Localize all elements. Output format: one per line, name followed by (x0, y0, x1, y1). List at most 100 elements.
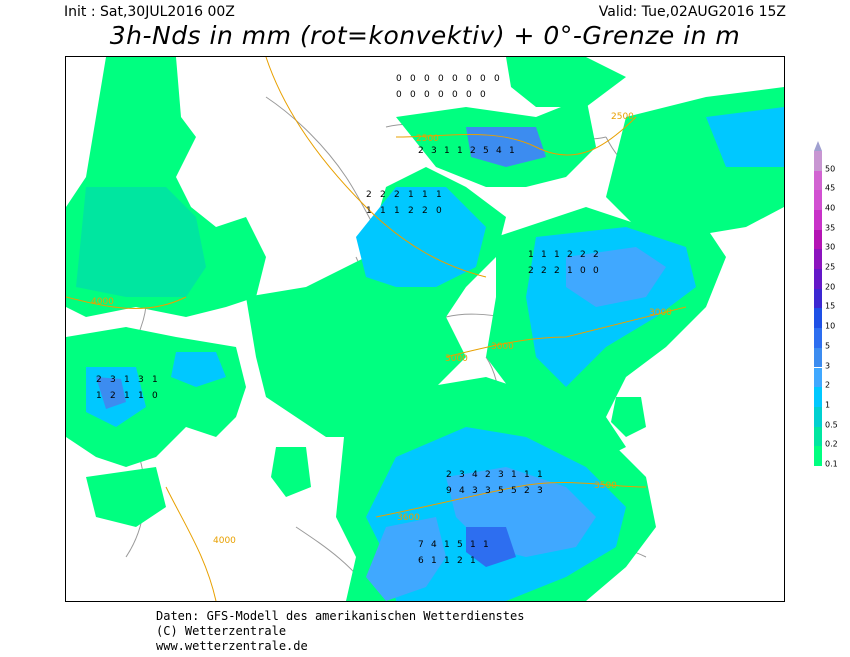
precip-value: 9 (446, 486, 452, 496)
precip-value: 4 (459, 486, 465, 496)
precip-value: 0 (452, 74, 458, 84)
precip-value: 2 (567, 250, 573, 260)
legend-color-bar (814, 249, 822, 269)
precip-value: 1 (394, 206, 400, 216)
legend-color-bar (814, 229, 822, 250)
precip-value: 0 (480, 90, 486, 100)
legend-level-label: 0.5 (825, 420, 838, 430)
fz-label: 3000 (445, 354, 468, 364)
precip-value: 1 (431, 556, 437, 566)
precip-value: 3 (498, 470, 504, 480)
precip-value: 0 (424, 74, 430, 84)
precip-value: 2 (394, 190, 400, 200)
precip-value: 2 (446, 470, 452, 480)
legend-color-bar (814, 347, 822, 368)
precip-value: 2 (554, 266, 560, 276)
legend-level-label: 40 (825, 203, 836, 213)
precip-value: 3 (431, 146, 437, 156)
precip-value: 1 (541, 250, 547, 260)
precip-value: 1 (457, 146, 463, 156)
legend-color-bar (814, 367, 822, 388)
map-title: 3h-Nds in mm (rot=konvektiv) + 0°-Grenze… (109, 21, 741, 50)
precip-value: 3 (138, 375, 144, 385)
precip-value: 1 (436, 190, 442, 200)
fz-label: 3500 (594, 481, 617, 491)
precip-value: 0 (480, 74, 486, 84)
fz-label: 4000 (91, 297, 114, 307)
fz-label: 2500 (611, 112, 634, 122)
precip-value: 1 (408, 190, 414, 200)
precip-value: 3 (537, 486, 543, 496)
footer-line-copyright: (C) Wetterzentrale (156, 624, 287, 638)
fz-label: 3600 (397, 513, 420, 523)
precip-value: 0 (466, 90, 472, 100)
precip-value: 0 (424, 90, 430, 100)
precip-value: 1 (567, 266, 573, 276)
precip-value: 1 (528, 250, 534, 260)
precip-value: 1 (511, 470, 517, 480)
legend-level-label: 0.2 (825, 439, 838, 449)
precip-value: 1 (124, 391, 130, 401)
map-canvas: 2500 2500 4000 3000 3000 3000 3500 3600 … (66, 57, 784, 601)
precip-value: 2 (96, 375, 102, 385)
legend-level-label: 45 (825, 183, 836, 193)
precip-value: 1 (444, 556, 450, 566)
precip-value: 1 (524, 470, 530, 480)
precip-value: 3 (485, 486, 491, 496)
precip-value: 0 (452, 90, 458, 100)
footer-line-data: Daten: GFS-Modell des amerikanischen Wet… (156, 609, 525, 623)
precip-value: 0 (438, 90, 444, 100)
precip-value: 2 (457, 556, 463, 566)
precip-value: 2 (485, 470, 491, 480)
precip-value: 3 (472, 486, 478, 496)
legend-color-bar (814, 406, 822, 427)
precip-value: 2 (366, 190, 372, 200)
legend-color-bar (814, 150, 822, 171)
precip-value: 4 (431, 540, 437, 550)
precip-value: 0 (396, 74, 402, 84)
precip-value: 1 (124, 375, 130, 385)
precipitation-map: 2500 2500 4000 3000 3000 3000 3500 3600 … (65, 56, 785, 602)
legend-level-label: 50 (825, 164, 836, 173)
precip-value: 0 (436, 206, 442, 216)
legend-color-bar (814, 209, 822, 230)
precip-value: 1 (470, 540, 476, 550)
precip-value: 1 (96, 391, 102, 401)
legend-level-label: 1 (825, 400, 831, 410)
precip-values: 0 0 0 0 0 0 0 00 0 0 0 0 0 02 3 1 1 2 5 4 12 2 2 1 1 11 1 1 2 2 01 1 1 2 2… (96, 74, 599, 566)
precip-value: 2 (422, 206, 428, 216)
fz-label: 3000 (649, 308, 672, 318)
precip-value: 0 (593, 266, 599, 276)
precip-value: 2 (593, 250, 599, 260)
precipitation-areas (66, 57, 784, 601)
legend-level-label: 20 (825, 282, 836, 292)
precip-value: 5 (483, 146, 489, 156)
legend-level-label: 10 (825, 321, 836, 331)
precip-value: 2 (110, 391, 116, 401)
legend-color-bar (814, 387, 822, 407)
precip-value: 1 (444, 540, 450, 550)
precip-value: 4 (472, 470, 478, 480)
legend-color-bar (814, 308, 822, 329)
precip-value: 2 (408, 206, 414, 216)
precip-value: 0 (152, 391, 158, 401)
legend-color-bar (814, 328, 822, 348)
legend-level-label: 0.1 (825, 459, 838, 469)
precip-value: 1 (366, 206, 372, 216)
legend-level-label: 2 (825, 380, 831, 390)
precip-value: 1 (537, 470, 543, 480)
precip-value: 1 (509, 146, 515, 156)
legend-level-label: 3 (825, 361, 831, 370)
fz-label: 3000 (491, 342, 514, 352)
legend-color-bar (814, 170, 822, 191)
precip-value: 0 (494, 74, 500, 84)
legend-level-label: 30 (825, 242, 836, 252)
precip-value: 5 (498, 486, 504, 496)
footer-line-url: www.wetterzentrale.de (156, 639, 308, 653)
legend-color-bar (814, 426, 822, 447)
precip-value: 6 (418, 556, 424, 566)
legend-level-label: 5 (825, 341, 831, 351)
precip-value: 1 (470, 556, 476, 566)
legend-color-bar (814, 190, 822, 210)
precip-value: 0 (410, 90, 416, 100)
